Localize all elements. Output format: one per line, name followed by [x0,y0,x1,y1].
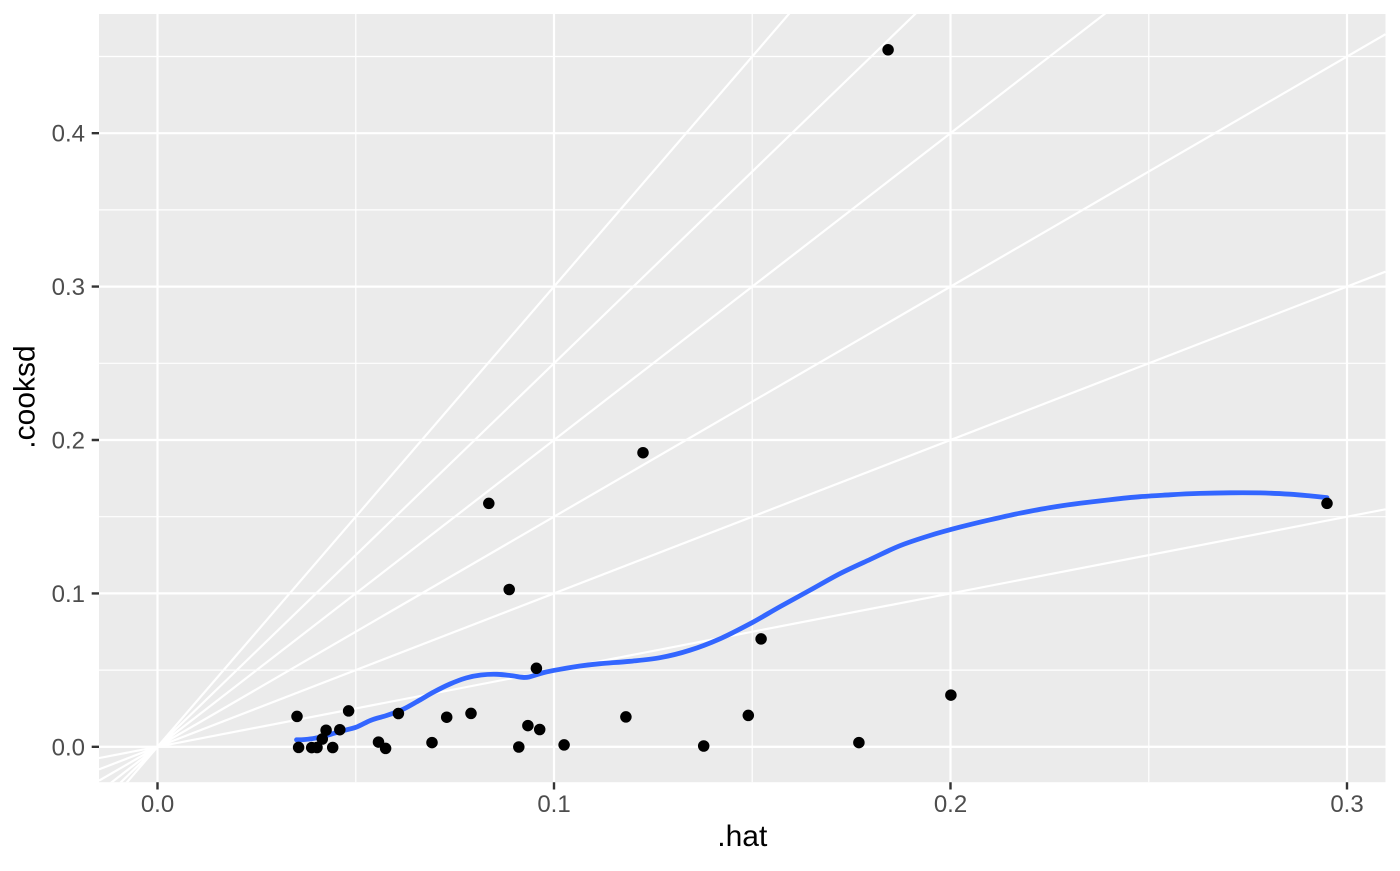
svg-text:0.2: 0.2 [934,791,967,818]
svg-text:0.0: 0.0 [141,791,174,818]
svg-text:0.4: 0.4 [52,121,85,148]
svg-text:.cooksd: .cooksd [9,345,42,448]
svg-text:.hat: .hat [717,820,768,853]
svg-text:0.1: 0.1 [52,581,85,608]
svg-text:0.3: 0.3 [1330,791,1363,818]
svg-text:0.1: 0.1 [537,791,570,818]
svg-text:0.0: 0.0 [52,734,85,761]
svg-text:0.3: 0.3 [52,274,85,301]
svg-text:0.2: 0.2 [52,428,85,455]
